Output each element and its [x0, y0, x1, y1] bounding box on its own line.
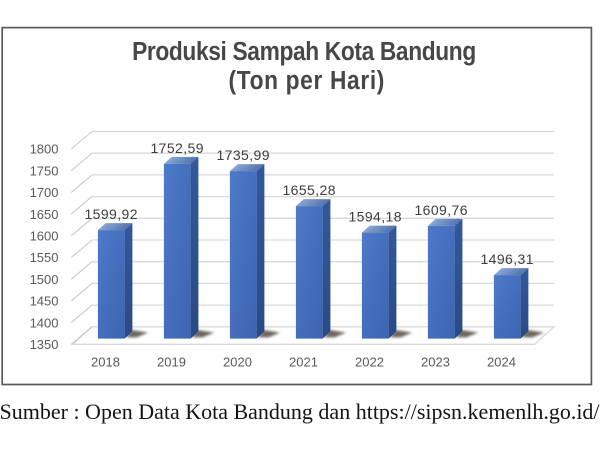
svg-text:1496,31: 1496,31 [480, 251, 533, 267]
svg-text:1735,99: 1735,99 [216, 147, 269, 163]
svg-text:1450: 1450 [30, 294, 59, 309]
svg-text:1650: 1650 [30, 207, 59, 222]
svg-text:2022: 2022 [355, 355, 384, 370]
svg-text:1400: 1400 [30, 315, 59, 330]
svg-text:Produksi Sampah Kota Bandung: Produksi Sampah Kota Bandung [132, 38, 476, 67]
svg-text:1600: 1600 [30, 229, 59, 244]
svg-text:2024: 2024 [487, 355, 516, 370]
svg-text:1800: 1800 [30, 142, 59, 157]
svg-text:1655,28: 1655,28 [282, 182, 335, 198]
svg-text:2021: 2021 [289, 355, 318, 370]
svg-text:2018: 2018 [91, 355, 120, 370]
svg-text:1752,59: 1752,59 [150, 140, 203, 156]
svg-text:(Ton per Hari): (Ton per Hari) [229, 66, 386, 95]
svg-text:1550: 1550 [30, 250, 59, 265]
svg-text:1500: 1500 [30, 272, 59, 287]
svg-text:2019: 2019 [157, 355, 186, 370]
svg-text:1599,92: 1599,92 [84, 206, 137, 222]
svg-text:1609,76: 1609,76 [414, 202, 467, 218]
svg-text:1700: 1700 [30, 185, 59, 200]
svg-text:2023: 2023 [421, 355, 450, 370]
svg-text:1750: 1750 [30, 163, 59, 178]
svg-text:Sumber : Open Data Kota Bandun: Sumber : Open Data Kota Bandung dan http… [0, 399, 600, 424]
svg-text:1594,18: 1594,18 [348, 209, 401, 225]
svg-text:2020: 2020 [223, 355, 252, 370]
svg-text:1350: 1350 [30, 337, 59, 352]
